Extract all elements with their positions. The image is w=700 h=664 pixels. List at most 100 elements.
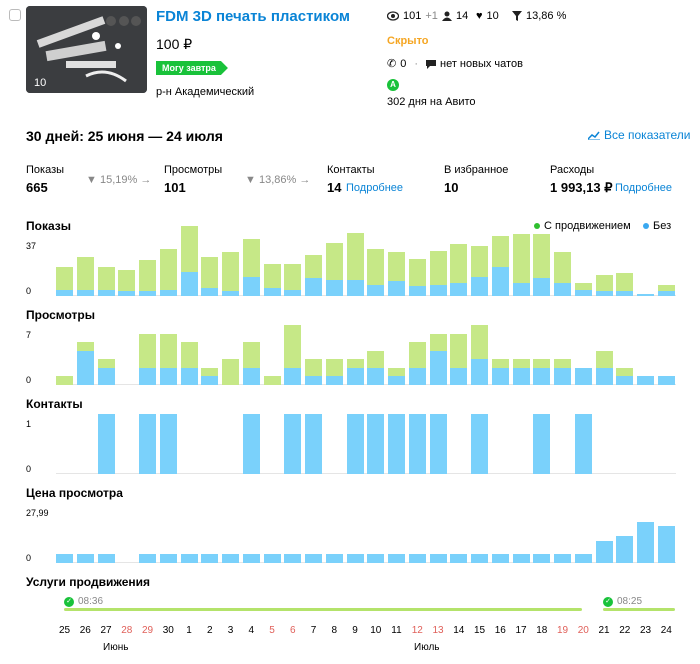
bar-19[interactable] — [554, 554, 571, 563]
bar-9[interactable] — [346, 554, 364, 563]
bar-6[interactable] — [284, 414, 302, 474]
bar-24[interactable] — [657, 525, 675, 563]
bar-11[interactable] — [388, 414, 405, 474]
bar-11[interactable] — [388, 367, 405, 385]
bar-9[interactable] — [346, 232, 364, 296]
bar-17[interactable] — [512, 359, 530, 385]
bar-30[interactable] — [159, 554, 177, 563]
select-checkbox[interactable] — [9, 9, 21, 21]
bar-24[interactable] — [657, 376, 675, 385]
bar-10[interactable] — [367, 248, 385, 296]
bar-2[interactable] — [201, 554, 219, 563]
bar-3[interactable] — [222, 359, 239, 385]
bar-4[interactable] — [242, 414, 260, 474]
bar-2[interactable] — [201, 367, 219, 385]
bar-5[interactable] — [263, 554, 281, 563]
bar-18[interactable] — [533, 414, 551, 474]
bar-16[interactable] — [491, 554, 509, 563]
bar-8[interactable] — [325, 554, 343, 563]
bar-22[interactable] — [616, 273, 634, 296]
bar-29[interactable] — [139, 414, 156, 474]
bar-5[interactable] — [263, 376, 281, 385]
bar-7[interactable] — [305, 414, 322, 474]
bar-13[interactable] — [429, 333, 447, 385]
bar-1[interactable] — [180, 554, 198, 563]
bar-7[interactable] — [305, 359, 322, 385]
bar-20[interactable] — [574, 414, 592, 474]
expenses-details-link[interactable]: Подробнее — [615, 182, 673, 194]
bar-28[interactable] — [118, 270, 136, 296]
bar-10[interactable] — [367, 414, 385, 474]
bar-14[interactable] — [450, 333, 468, 385]
bar-20[interactable] — [574, 367, 592, 385]
bar-24[interactable] — [657, 284, 675, 296]
bar-27[interactable] — [97, 414, 115, 474]
bar-14[interactable] — [450, 554, 468, 563]
bar-6[interactable] — [284, 554, 302, 563]
bar-22[interactable] — [616, 536, 634, 563]
bar-27[interactable] — [97, 359, 115, 385]
bar-4[interactable] — [242, 342, 260, 385]
bar-19[interactable] — [554, 359, 571, 385]
bar-29[interactable] — [139, 333, 156, 385]
bar-25[interactable] — [56, 554, 73, 563]
bar-4[interactable] — [242, 554, 260, 563]
bar-26[interactable] — [76, 554, 94, 563]
listing-thumbnail[interactable]: 10 — [26, 6, 147, 93]
bar-15[interactable] — [471, 414, 488, 474]
bar-3[interactable] — [222, 554, 239, 563]
bar-5[interactable] — [263, 263, 281, 296]
bar-12[interactable] — [408, 414, 426, 474]
bar-17[interactable] — [512, 234, 530, 296]
bar-9[interactable] — [346, 359, 364, 385]
bar-29[interactable] — [139, 260, 156, 296]
contacts-details-link[interactable]: Подробнее — [346, 182, 404, 194]
bar-22[interactable] — [616, 367, 634, 385]
bar-23[interactable] — [637, 522, 654, 563]
listing-title[interactable]: FDM 3D печать пластиком — [156, 8, 351, 25]
bar-15[interactable] — [471, 325, 488, 385]
bar-1[interactable] — [180, 226, 198, 296]
bar-6[interactable] — [284, 263, 302, 296]
bar-18[interactable] — [533, 234, 551, 296]
bar-14[interactable] — [450, 244, 468, 296]
bar-7[interactable] — [305, 554, 322, 563]
bar-19[interactable] — [554, 252, 571, 296]
bar-30[interactable] — [159, 333, 177, 385]
bar-10[interactable] — [367, 350, 385, 385]
bar-30[interactable] — [159, 248, 177, 296]
bar-20[interactable] — [574, 283, 592, 296]
bar-12[interactable] — [408, 342, 426, 385]
bar-17[interactable] — [512, 554, 530, 563]
bar-4[interactable] — [242, 239, 260, 296]
bar-13[interactable] — [429, 554, 447, 563]
bar-2[interactable] — [201, 257, 219, 296]
bar-18[interactable] — [533, 554, 551, 563]
bar-10[interactable] — [367, 554, 385, 563]
bar-11[interactable] — [388, 252, 405, 296]
bar-12[interactable] — [408, 258, 426, 296]
bar-13[interactable] — [429, 250, 447, 296]
bar-16[interactable] — [491, 236, 509, 296]
bar-9[interactable] — [346, 414, 364, 474]
bar-21[interactable] — [595, 274, 613, 296]
bar-21[interactable] — [595, 350, 613, 385]
bar-26[interactable] — [76, 257, 94, 296]
bar-15[interactable] — [471, 245, 488, 296]
bar-18[interactable] — [533, 359, 551, 385]
bar-8[interactable] — [325, 359, 343, 385]
bar-29[interactable] — [139, 554, 156, 563]
bar-25[interactable] — [56, 376, 73, 385]
bar-30[interactable] — [159, 414, 177, 474]
all-metrics-link[interactable]: Все показатели — [588, 128, 691, 142]
bar-27[interactable] — [97, 554, 115, 563]
bar-27[interactable] — [97, 266, 115, 296]
bar-11[interactable] — [388, 554, 405, 563]
bar-1[interactable] — [180, 342, 198, 385]
bar-12[interactable] — [408, 554, 426, 563]
bar-15[interactable] — [471, 554, 488, 563]
bar-21[interactable] — [595, 540, 613, 563]
bar-16[interactable] — [491, 359, 509, 385]
bar-3[interactable] — [222, 252, 239, 296]
bar-6[interactable] — [284, 325, 302, 385]
